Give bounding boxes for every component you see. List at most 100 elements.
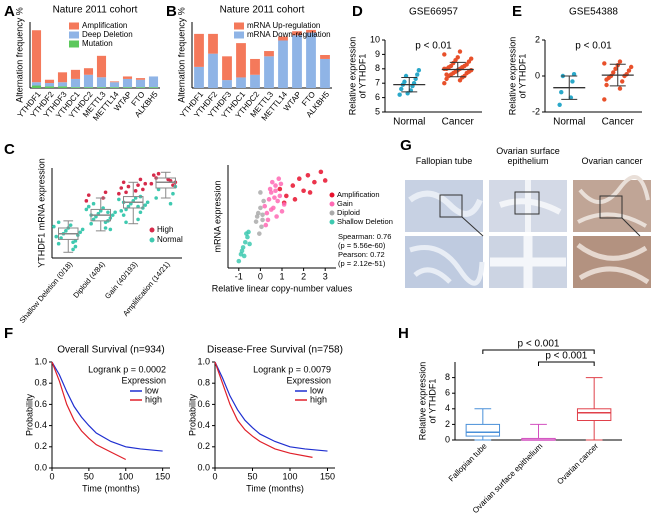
y-tick-label: 0.6 xyxy=(34,399,47,409)
data-point xyxy=(399,86,404,92)
x-tick-label: Cancer xyxy=(442,117,475,128)
data-point xyxy=(269,179,275,185)
x-tick-label: Ovarian cancer xyxy=(555,441,600,486)
panel-letter: F xyxy=(4,325,13,342)
y-tick-label: 0.4 xyxy=(197,420,210,430)
y-tick-label: 0.0 xyxy=(197,462,210,472)
y-tick-label: 0.2 xyxy=(197,441,210,451)
bar-segment xyxy=(70,69,81,79)
bar-segment xyxy=(236,77,246,88)
data-point xyxy=(442,81,447,86)
chart-title: Overall Survival (n=934) xyxy=(57,345,165,356)
data-point xyxy=(254,214,260,219)
data-point xyxy=(602,61,607,66)
y-tick-label: 0.4 xyxy=(34,420,47,430)
y-tick-label: 0.6 xyxy=(197,399,210,409)
data-point xyxy=(277,186,283,192)
legend-swatch xyxy=(329,192,335,198)
data-point xyxy=(264,210,270,216)
legend-label: Mutation xyxy=(82,39,113,48)
data-point xyxy=(59,236,63,240)
y-tick-label: 6 xyxy=(445,388,450,398)
legend-swatch xyxy=(69,40,79,48)
data-point xyxy=(241,253,247,259)
data-point xyxy=(149,181,154,186)
data-point xyxy=(604,82,609,88)
data-point xyxy=(260,212,265,218)
y-axis-label: of YTHDF1 xyxy=(427,379,437,424)
data-point xyxy=(397,92,402,97)
x-tick-label: -1 xyxy=(235,271,243,281)
data-point xyxy=(276,176,282,182)
data-point xyxy=(244,231,249,236)
bar-segment xyxy=(70,87,81,88)
bar-segment xyxy=(96,77,107,88)
bar-segment xyxy=(135,87,146,88)
x-tick-label: Shallow Deletion (0/18) xyxy=(18,259,75,325)
panel-letter: E xyxy=(512,3,522,20)
zoom-line xyxy=(621,217,641,237)
bar-segment xyxy=(208,33,218,54)
image xyxy=(405,180,483,232)
data-point xyxy=(171,191,175,196)
data-point xyxy=(455,55,460,60)
data-point xyxy=(617,59,623,64)
data-point xyxy=(468,56,474,61)
y-tick-label: 0 xyxy=(445,434,450,444)
panel-letter: H xyxy=(398,325,409,342)
legend-title: Expression xyxy=(121,375,166,385)
data-point xyxy=(117,191,121,196)
data-point xyxy=(415,72,420,77)
image-detail xyxy=(577,175,650,228)
bar-segment xyxy=(306,29,316,33)
annotation: Logrank p = 0.0002 xyxy=(88,364,166,374)
bar-segment xyxy=(250,74,260,88)
data-point xyxy=(402,79,407,84)
bar-segment xyxy=(208,53,218,88)
x-axis-label: Relative linear copy-number values xyxy=(212,283,353,293)
data-point xyxy=(78,230,83,235)
image-box xyxy=(599,195,623,219)
legend-label: mRNA Up-regulation xyxy=(247,21,320,30)
data-point xyxy=(84,199,89,203)
image-detail xyxy=(576,242,650,285)
y-tick-label: 1.0 xyxy=(197,356,210,366)
data-point xyxy=(113,210,117,215)
panel-letter: G xyxy=(400,137,412,154)
chart-title: Nature 2011 cohort xyxy=(220,5,305,16)
bar-segment xyxy=(70,78,81,88)
bar-segment xyxy=(320,58,330,88)
legend-swatch xyxy=(69,22,79,30)
data-point xyxy=(267,186,273,192)
bar-segment xyxy=(306,32,316,88)
data-point xyxy=(259,224,264,230)
annotation: p < 0.001 xyxy=(518,339,560,350)
y-axis-label: mRNA expression xyxy=(212,180,222,252)
data-point xyxy=(301,188,306,194)
data-point xyxy=(80,227,85,232)
data-point xyxy=(626,68,632,73)
data-point xyxy=(91,201,96,206)
x-axis-label: Time (months) xyxy=(82,483,140,493)
x-tick-label: 150 xyxy=(155,471,170,481)
data-point xyxy=(91,217,96,222)
image-detail xyxy=(490,236,566,288)
x-tick-label: 3 xyxy=(323,271,328,281)
data-point xyxy=(557,102,562,108)
bar-segment xyxy=(236,43,246,78)
y-tick-label: 0.0 xyxy=(34,462,47,472)
survival-curve xyxy=(51,361,163,452)
data-point xyxy=(296,176,302,182)
y-axis-label: Probability xyxy=(24,393,34,436)
bar-segment xyxy=(44,83,55,87)
x-tick-label: Gain (40/193) xyxy=(103,259,140,300)
y-axis-label: Relative expression xyxy=(507,37,517,116)
annotation: p < 0.001 xyxy=(545,351,587,362)
legend-label: Amplification xyxy=(82,21,127,30)
y-axis-label: of YTHDF1 xyxy=(517,54,527,99)
image-box xyxy=(514,191,540,215)
annotation: (p = 2.12e-51) xyxy=(338,259,386,268)
legend-label: Gain xyxy=(337,199,353,208)
data-point xyxy=(54,234,59,239)
